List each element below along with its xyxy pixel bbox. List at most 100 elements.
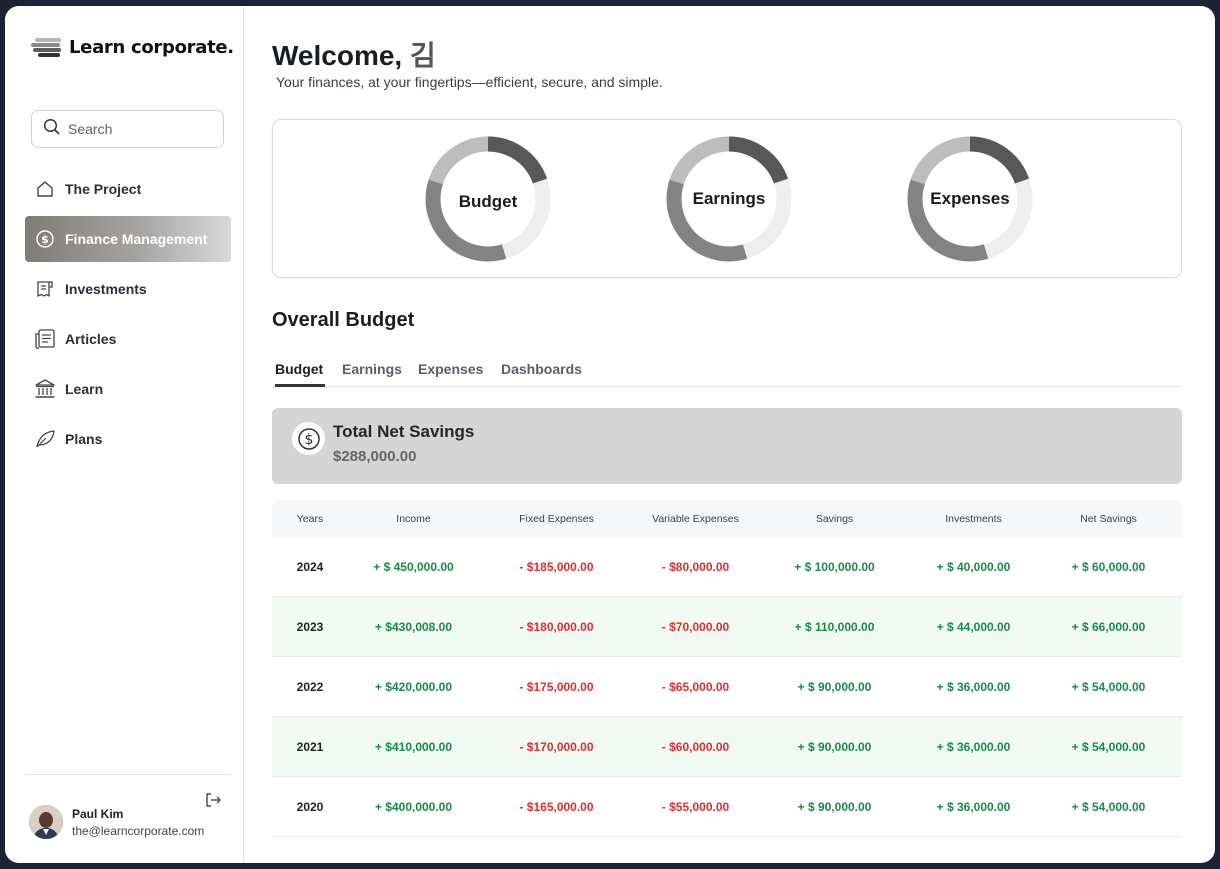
avatar[interactable] [29,805,63,839]
tab-dashboards[interactable]: Dashboards [501,361,582,377]
net-savings-title: Total Net Savings [333,422,475,441]
column-header-investments: Investments [945,512,1002,525]
app-window: Learn corporate. The Project $ Finance M… [5,6,1215,863]
bank-icon [34,378,56,400]
brand-name: Learn corporate. [69,36,234,58]
expenses-donut-ring [907,136,1033,262]
earnings-donut-label: Earnings [692,189,766,208]
table-row[interactable]: 2023 + $430,008.00 - $180,000.00 - $70,0… [272,597,1182,657]
svg-text:$: $ [304,432,313,448]
cell-income: + $420,000.00 [374,679,453,694]
cell-variable-expenses: - $60,000.00 [661,739,730,754]
expenses-donut[interactable]: Expenses [905,134,1035,264]
table-row[interactable]: 2021 + $410,000.00 - $170,000.00 - $60,0… [272,717,1182,777]
cell-fixed-expenses: - $180,000.00 [519,619,594,634]
active-tab-indicator [275,384,325,387]
budget-table: Years Income Fixed Expenses Variable Exp… [272,500,1182,837]
cell-year: 2023 [296,619,324,634]
cell-savings: + $ 110,000.00 [794,619,875,634]
column-header-savings: Savings [815,512,854,525]
tab-budget[interactable]: Budget [275,361,324,377]
cell-income: + $410,000.00 [374,739,453,754]
cell-variable-expenses: - $55,000.00 [661,799,730,814]
cell-variable-expenses: - $70,000.00 [661,619,730,634]
cell-fixed-expenses: - $170,000.00 [519,739,594,754]
sidebar-item-plans[interactable]: Plans [25,416,231,462]
sidebar: Learn corporate. The Project $ Finance M… [5,6,244,863]
sidebar-item-articles[interactable]: Articles [25,316,231,362]
receipt-icon [34,278,56,300]
cell-income: + $430,008.00 [374,619,453,634]
cell-year: 2021 [296,739,324,754]
sidebar-item-investments[interactable]: Investments [25,266,231,312]
logout-button[interactable] [204,791,222,814]
svg-text:$: $ [41,233,49,246]
sidebar-item-label: Plans [65,431,103,447]
welcome-text: Welcome, [272,40,403,71]
cell-investments: + $ 36,000.00 [936,679,1011,694]
sidebar-item-the-project[interactable]: The Project [25,166,231,212]
brand-logo[interactable]: Learn corporate. [31,36,234,58]
cell-savings: + $ 100,000.00 [794,559,875,574]
sidebar-item-label: Articles [65,331,117,347]
column-header-variable-expenses: Variable Expenses [652,512,739,525]
cell-investments: + $ 40,000.00 [936,559,1011,574]
budget-donut[interactable]: Budget [423,134,553,264]
user-name: Paul Kim [72,807,124,821]
page-title: Welcome, 김 [272,34,436,74]
welcome-user-name: 김 [409,40,436,71]
cell-investments: + $ 36,000.00 [936,739,1011,754]
tab-bar: Budget Earnings Expenses Dashboards [272,356,1182,387]
newspaper-icon [34,328,56,350]
table-row[interactable]: 2024 + $ 450,000.00 - $185,000.00 - $80,… [272,537,1182,597]
page-subtitle: Your finances, at your fingertips—effici… [276,74,663,90]
budget-donut-ring [425,136,551,262]
earnings-donut-ring [666,136,792,262]
speed-lines-icon [31,36,63,58]
column-header-net-savings: Net Savings [1080,512,1137,525]
cell-investments: + $ 36,000.00 [936,799,1011,814]
column-header-years: Years [296,512,324,525]
main-content: Welcome, 김 Your finances, at your finger… [245,6,1215,863]
search-icon [43,118,60,140]
expenses-donut-label: Expenses [930,189,1010,208]
logout-icon [204,793,222,813]
search-box[interactable] [31,110,224,148]
earnings-donut[interactable]: Earnings [664,134,794,264]
sidebar-item-learn[interactable]: Learn [25,366,231,412]
dollar-circle-icon: $ [34,228,56,250]
sidebar-item-label: Learn [65,381,104,397]
cell-investments: + $ 44,000.00 [936,619,1011,634]
table-header: Years Income Fixed Expenses Variable Exp… [272,500,1182,537]
sidebar-item-finance-management[interactable]: $ Finance Management [25,216,231,262]
cell-year: 2024 [296,559,324,574]
cell-income: + $ 450,000.00 [373,559,454,574]
home-icon [34,178,56,200]
leaf-icon [34,428,56,450]
sidebar-item-label: The Project [65,181,142,197]
cell-savings: + $ 90,000.00 [797,679,872,694]
cell-fixed-expenses: - $165,000.00 [519,799,594,814]
column-header-income: Income [396,512,431,525]
tab-expenses[interactable]: Expenses [418,361,484,377]
column-header-fixed-expenses: Fixed Expenses [519,512,594,525]
cell-fixed-expenses: - $185,000.00 [519,559,594,574]
table-row[interactable]: 2020 + $400,000.00 - $165,000.00 - $55,0… [272,777,1182,837]
sidebar-item-label: Finance Management [65,231,208,247]
sidebar-nav: The Project $ Finance Management Investm… [25,166,231,466]
donut-summary-card: Budget Earnings Expenses [272,119,1182,278]
cell-savings: + $ 90,000.00 [797,739,872,754]
table-row[interactable]: 2022 + $420,000.00 - $175,000.00 - $65,0… [272,657,1182,717]
budget-donut-label: Budget [458,192,518,211]
cell-net-savings: + $ 54,000.00 [1071,799,1146,814]
section-title: Overall Budget [272,309,415,331]
user-email: the@learncorporate.com [72,824,205,838]
cell-year: 2022 [296,679,324,694]
divider [25,774,231,775]
cell-net-savings: + $ 66,000.00 [1071,619,1146,634]
tab-earnings[interactable]: Earnings [342,361,402,377]
search-input[interactable] [68,121,218,137]
dollar-circle-icon: $ [292,422,325,455]
cell-net-savings: + $ 54,000.00 [1071,679,1146,694]
cell-net-savings: + $ 60,000.00 [1071,559,1146,574]
